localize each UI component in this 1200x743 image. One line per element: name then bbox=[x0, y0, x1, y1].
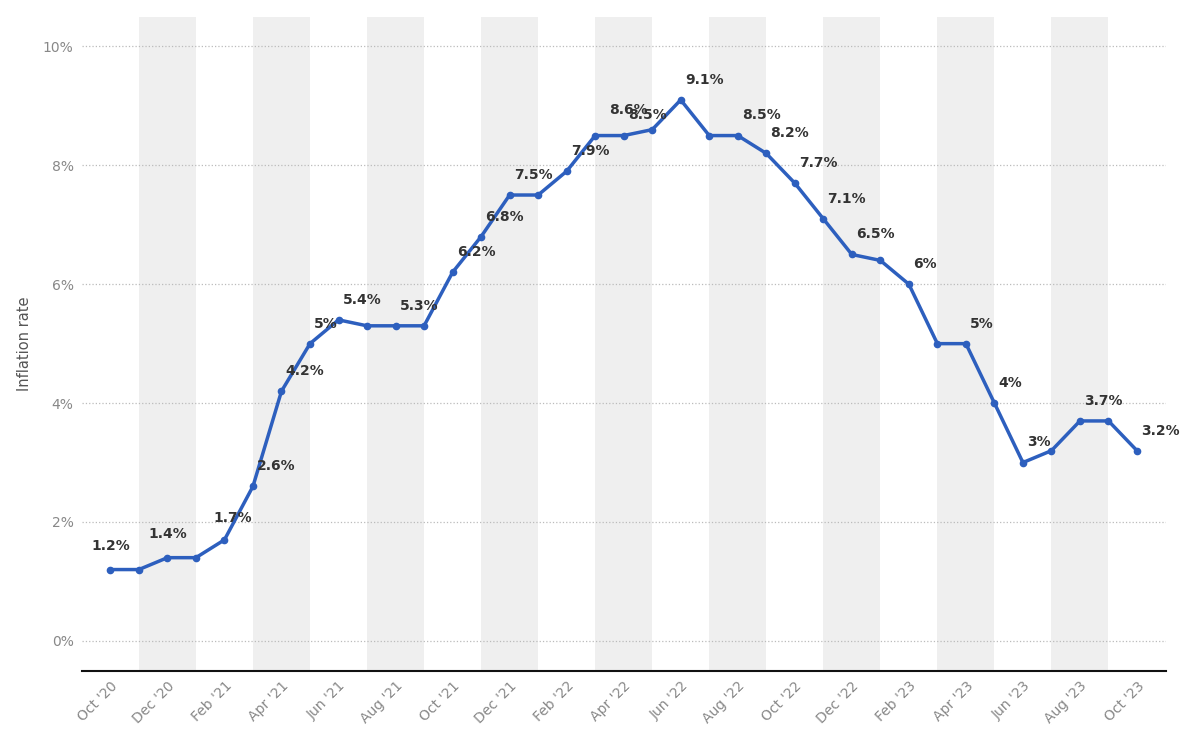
Text: 5.4%: 5.4% bbox=[343, 293, 382, 307]
Text: 5.3%: 5.3% bbox=[400, 299, 438, 313]
Bar bbox=[367, 16, 424, 671]
Text: 1.2%: 1.2% bbox=[91, 539, 130, 553]
Y-axis label: Inflation rate: Inflation rate bbox=[17, 296, 31, 391]
Text: 6.2%: 6.2% bbox=[457, 245, 496, 259]
Text: 7.1%: 7.1% bbox=[828, 192, 866, 206]
Text: 7.5%: 7.5% bbox=[514, 168, 552, 182]
Text: 8.2%: 8.2% bbox=[770, 126, 809, 140]
Bar bbox=[595, 16, 653, 671]
Text: 3.7%: 3.7% bbox=[1085, 394, 1123, 408]
Text: 4%: 4% bbox=[998, 376, 1022, 390]
Bar bbox=[823, 16, 881, 671]
Text: 3.2%: 3.2% bbox=[1141, 424, 1180, 438]
Text: 8.5%: 8.5% bbox=[628, 108, 667, 123]
Text: 6%: 6% bbox=[913, 257, 937, 271]
Bar bbox=[1051, 16, 1109, 671]
Bar bbox=[253, 16, 310, 671]
Text: 8.5%: 8.5% bbox=[742, 108, 781, 123]
Text: 7.7%: 7.7% bbox=[799, 156, 838, 170]
Text: 5%: 5% bbox=[970, 317, 994, 331]
Text: 2.6%: 2.6% bbox=[257, 459, 296, 473]
Text: 4.2%: 4.2% bbox=[286, 364, 324, 378]
Bar bbox=[709, 16, 767, 671]
Text: 6.8%: 6.8% bbox=[485, 210, 524, 224]
Text: 1.4%: 1.4% bbox=[148, 527, 187, 541]
Text: 1.7%: 1.7% bbox=[214, 511, 252, 525]
Text: 9.1%: 9.1% bbox=[685, 73, 724, 87]
Text: 7.9%: 7.9% bbox=[571, 144, 610, 158]
Text: 8.6%: 8.6% bbox=[610, 103, 648, 117]
Text: 3%: 3% bbox=[1027, 435, 1051, 450]
Bar bbox=[937, 16, 995, 671]
Text: 5%: 5% bbox=[314, 317, 338, 331]
Bar bbox=[139, 16, 196, 671]
Bar bbox=[481, 16, 538, 671]
Text: 6.5%: 6.5% bbox=[856, 227, 895, 241]
